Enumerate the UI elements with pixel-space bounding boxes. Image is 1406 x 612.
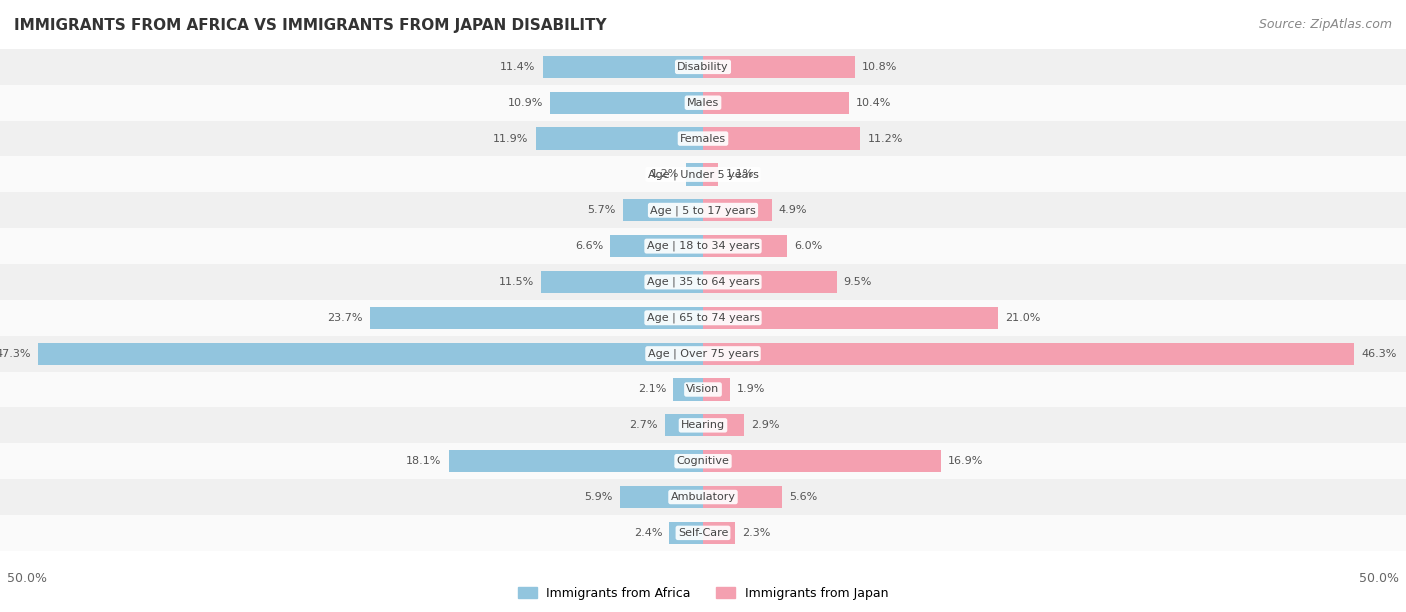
Bar [0,443,1406,479]
Bar [0,192,1406,228]
Text: Hearing: Hearing [681,420,725,430]
Text: Source: ZipAtlas.com: Source: ZipAtlas.com [1258,18,1392,31]
Bar [703,56,855,78]
Bar [703,199,772,222]
Text: 5.6%: 5.6% [789,492,817,502]
Bar [0,49,1406,85]
Bar [703,414,744,436]
Text: 18.1%: 18.1% [406,456,441,466]
Bar [669,522,703,544]
Bar [536,127,703,150]
Text: 2.9%: 2.9% [751,420,779,430]
Bar [703,522,735,544]
Text: 10.9%: 10.9% [508,98,543,108]
Bar [0,85,1406,121]
Text: Age | 18 to 34 years: Age | 18 to 34 years [647,241,759,252]
Text: 1.9%: 1.9% [737,384,765,395]
Text: 6.6%: 6.6% [575,241,603,251]
Bar [703,450,941,472]
Text: 1.1%: 1.1% [725,170,754,179]
Bar [703,235,787,257]
Bar [0,157,1406,192]
Text: Age | 5 to 17 years: Age | 5 to 17 years [650,205,756,215]
Text: Females: Females [681,133,725,144]
Text: 10.4%: 10.4% [856,98,891,108]
Bar [0,121,1406,157]
Bar [0,336,1406,371]
Text: 21.0%: 21.0% [1005,313,1040,323]
Text: 2.3%: 2.3% [742,528,770,538]
Bar [0,408,1406,443]
Text: 5.9%: 5.9% [585,492,613,502]
Bar [703,378,730,401]
Bar [449,450,703,472]
Text: 11.4%: 11.4% [501,62,536,72]
Text: Cognitive: Cognitive [676,456,730,466]
Bar [620,486,703,508]
Legend: Immigrants from Africa, Immigrants from Japan: Immigrants from Africa, Immigrants from … [517,587,889,600]
Bar [665,414,703,436]
Bar [0,300,1406,336]
Text: Males: Males [688,98,718,108]
Bar [703,307,998,329]
Text: 11.5%: 11.5% [499,277,534,287]
Bar [0,264,1406,300]
Bar [0,479,1406,515]
Text: 11.9%: 11.9% [494,133,529,144]
Bar [550,92,703,114]
Bar [370,307,703,329]
Text: 4.9%: 4.9% [779,205,807,215]
Bar [703,343,1354,365]
Text: Age | 35 to 64 years: Age | 35 to 64 years [647,277,759,287]
Bar [703,486,782,508]
Text: 50.0%: 50.0% [7,572,46,585]
Text: 1.2%: 1.2% [651,170,679,179]
Bar [703,271,837,293]
Text: 2.7%: 2.7% [630,420,658,430]
Text: 2.1%: 2.1% [638,384,666,395]
Text: Age | Under 5 years: Age | Under 5 years [648,169,758,180]
Bar [0,371,1406,408]
Text: Age | 65 to 74 years: Age | 65 to 74 years [647,313,759,323]
Text: 5.7%: 5.7% [588,205,616,215]
Bar [541,271,703,293]
Text: 23.7%: 23.7% [328,313,363,323]
Text: 10.8%: 10.8% [862,62,897,72]
Text: Vision: Vision [686,384,720,395]
Text: 46.3%: 46.3% [1361,349,1396,359]
Text: Disability: Disability [678,62,728,72]
Bar [0,228,1406,264]
Text: Age | Over 75 years: Age | Over 75 years [648,348,758,359]
Bar [673,378,703,401]
Text: 6.0%: 6.0% [794,241,823,251]
Bar [0,515,1406,551]
Text: 47.3%: 47.3% [0,349,31,359]
Bar [610,235,703,257]
Bar [703,92,849,114]
Text: IMMIGRANTS FROM AFRICA VS IMMIGRANTS FROM JAPAN DISABILITY: IMMIGRANTS FROM AFRICA VS IMMIGRANTS FRO… [14,18,606,34]
Bar [543,56,703,78]
Bar [686,163,703,185]
Bar [623,199,703,222]
Text: Ambulatory: Ambulatory [671,492,735,502]
Bar [38,343,703,365]
Text: 16.9%: 16.9% [948,456,983,466]
Text: 9.5%: 9.5% [844,277,872,287]
Text: 50.0%: 50.0% [1360,572,1399,585]
Text: Self-Care: Self-Care [678,528,728,538]
Bar [703,163,718,185]
Text: 11.2%: 11.2% [868,133,903,144]
Text: 2.4%: 2.4% [634,528,662,538]
Bar [703,127,860,150]
